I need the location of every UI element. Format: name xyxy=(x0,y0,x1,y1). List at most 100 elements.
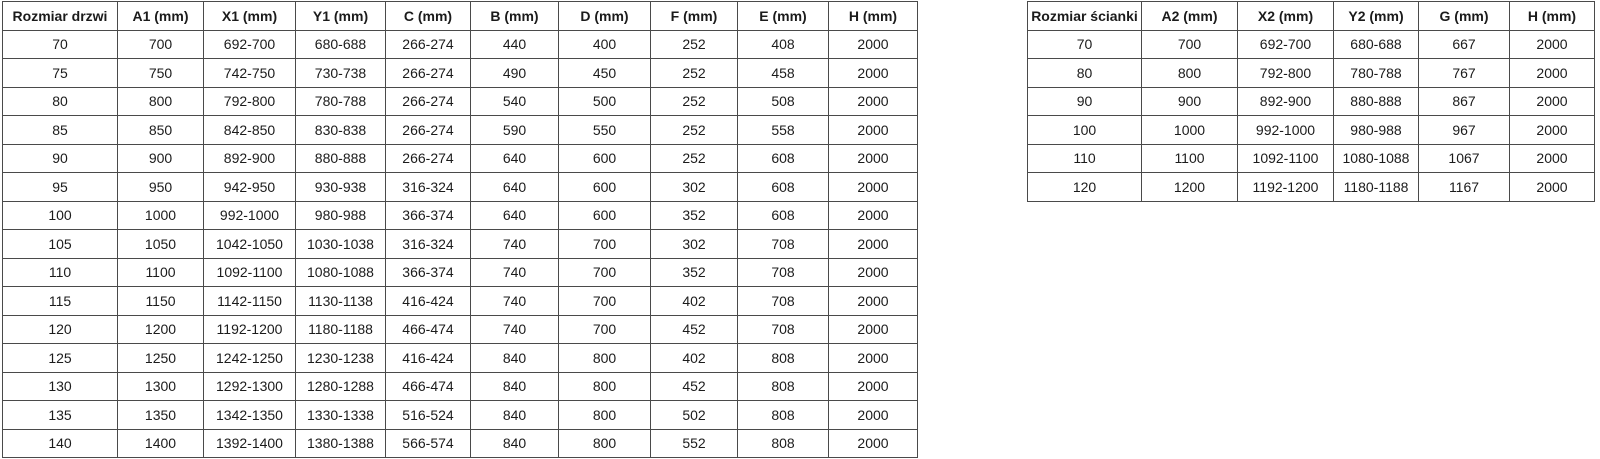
table-cell: 892-900 xyxy=(203,143,296,173)
table-cell: 2000 xyxy=(828,143,918,173)
table-cell: 252 xyxy=(650,143,738,173)
table-cell: 2000 xyxy=(828,58,918,88)
table-cell: 90 xyxy=(1027,86,1142,116)
table-cell: 140 xyxy=(2,428,118,458)
table-cell: 842-850 xyxy=(203,115,296,145)
table-cell: 1380-1388 xyxy=(295,428,386,458)
table-cell: 1100 xyxy=(117,257,204,287)
table-cell: 1192-1200 xyxy=(1237,172,1334,202)
table-cell: 800 xyxy=(558,343,651,373)
table-cell: 252 xyxy=(650,86,738,116)
table-cell: 742-750 xyxy=(203,58,296,88)
table-cell: 2000 xyxy=(1509,115,1595,145)
table-cell: 2000 xyxy=(828,86,918,116)
table-cell: 1000 xyxy=(1141,115,1238,145)
table-cell: 608 xyxy=(737,143,829,173)
table-cell: 840 xyxy=(470,428,559,458)
table-cell: 1167 xyxy=(1418,172,1510,202)
table-cell: 540 xyxy=(470,86,559,116)
table-cell: 840 xyxy=(470,343,559,373)
table-cell: 740 xyxy=(470,229,559,259)
table-cell: 130 xyxy=(2,371,118,401)
table-cell: 70 xyxy=(1027,29,1142,59)
table-cell: 366-374 xyxy=(385,257,471,287)
table-cell: 1350 xyxy=(117,400,204,430)
table-cell: 400 xyxy=(558,29,651,59)
table-cell: 1200 xyxy=(1141,172,1238,202)
table-cell: 600 xyxy=(558,143,651,173)
column-header: Rozmiar drzwi xyxy=(2,1,118,31)
table-cell: 640 xyxy=(470,143,559,173)
table-cell: 700 xyxy=(117,29,204,59)
table-cell: 302 xyxy=(650,172,738,202)
table-cell: 266-274 xyxy=(385,143,471,173)
table-cell: 792-800 xyxy=(203,86,296,116)
table-row: 105 1050 1042-1050 1030-1038 316-324 740 700 30… xyxy=(2,229,918,259)
table-cell: 566-574 xyxy=(385,428,471,458)
table-cell: 692-700 xyxy=(203,29,296,59)
table-row: 100 1000 992-1000 980-988 967 2000 xyxy=(1027,115,1595,145)
table-cell: 416-424 xyxy=(385,343,471,373)
table-cell: 780-788 xyxy=(1333,58,1419,88)
table-cell: 85 xyxy=(2,115,118,145)
table-cell: 2000 xyxy=(828,343,918,373)
header-row: Rozmiar ścianki A2 (mm) X2 (mm) Y2 (mm) G (m… xyxy=(1027,1,1595,31)
table-cell: 800 xyxy=(117,86,204,116)
column-header: X2 (mm) xyxy=(1237,1,1334,31)
table-row: 90 900 892-900 880-888 867 2000 xyxy=(1027,86,1595,116)
table-row: 115 1150 1142-1150 1130-1138 416-424 740 700 40… xyxy=(2,286,918,316)
table-cell: 352 xyxy=(650,200,738,230)
table-row: 70 700 692-700 680-688 266-274 440 400 252 408 20… xyxy=(2,29,918,59)
table-cell: 440 xyxy=(470,29,559,59)
table-row: 100 1000 992-1000 980-988 366-374 640 600 352 60… xyxy=(2,200,918,230)
door-sizes-table: Rozmiar drzwi A1 (mm) X1 (mm) Y1 (mm) C (mm)… xyxy=(2,1,918,458)
table-cell: 2000 xyxy=(1509,86,1595,116)
table-cell: 1230-1238 xyxy=(295,343,386,373)
table-cell: 466-474 xyxy=(385,371,471,401)
table-cell: 680-688 xyxy=(295,29,386,59)
table-cell: 992-1000 xyxy=(1237,115,1334,145)
table-cell: 808 xyxy=(737,428,829,458)
table-row: 130 1300 1292-1300 1280-1288 466-474 840 800 45… xyxy=(2,371,918,401)
table-cell: 740 xyxy=(470,286,559,316)
table-cell: 100 xyxy=(2,200,118,230)
table-cell: 708 xyxy=(737,314,829,344)
table-cell: 2000 xyxy=(828,29,918,59)
table-cell: 408 xyxy=(737,29,829,59)
table-cell: 366-374 xyxy=(385,200,471,230)
table-cell: 667 xyxy=(1418,29,1510,59)
table-cell: 120 xyxy=(1027,172,1142,202)
table-cell: 316-324 xyxy=(385,172,471,202)
table-cell: 800 xyxy=(558,371,651,401)
table-cell: 90 xyxy=(2,143,118,173)
table-cell: 808 xyxy=(737,400,829,430)
table-cell: 800 xyxy=(1141,58,1238,88)
table-cell: 252 xyxy=(650,115,738,145)
table-cell: 850 xyxy=(117,115,204,145)
table-row: 90 900 892-900 880-888 266-274 640 600 252 608 20… xyxy=(2,143,918,173)
table-cell: 252 xyxy=(650,29,738,59)
table-cell: 266-274 xyxy=(385,115,471,145)
table-cell: 80 xyxy=(1027,58,1142,88)
table-cell: 2000 xyxy=(828,229,918,259)
table-row: 140 1400 1392-1400 1380-1388 566-574 840 800 55… xyxy=(2,428,918,458)
table-cell: 1330-1338 xyxy=(295,400,386,430)
table-cell: 80 xyxy=(2,86,118,116)
table-cell: 502 xyxy=(650,400,738,430)
table-cell: 1200 xyxy=(117,314,204,344)
table-cell: 1130-1138 xyxy=(295,286,386,316)
table-cell: 1280-1288 xyxy=(295,371,386,401)
table-cell: 70 xyxy=(2,29,118,59)
table-cell: 2000 xyxy=(828,400,918,430)
table-cell: 550 xyxy=(558,115,651,145)
table-cell: 1342-1350 xyxy=(203,400,296,430)
table-cell: 1150 xyxy=(117,286,204,316)
column-header: A2 (mm) xyxy=(1141,1,1238,31)
column-header: Y1 (mm) xyxy=(295,1,386,31)
table-cell: 1042-1050 xyxy=(203,229,296,259)
table-cell: 115 xyxy=(2,286,118,316)
table-cell: 840 xyxy=(470,371,559,401)
table-cell: 2000 xyxy=(828,200,918,230)
column-header: A1 (mm) xyxy=(117,1,204,31)
